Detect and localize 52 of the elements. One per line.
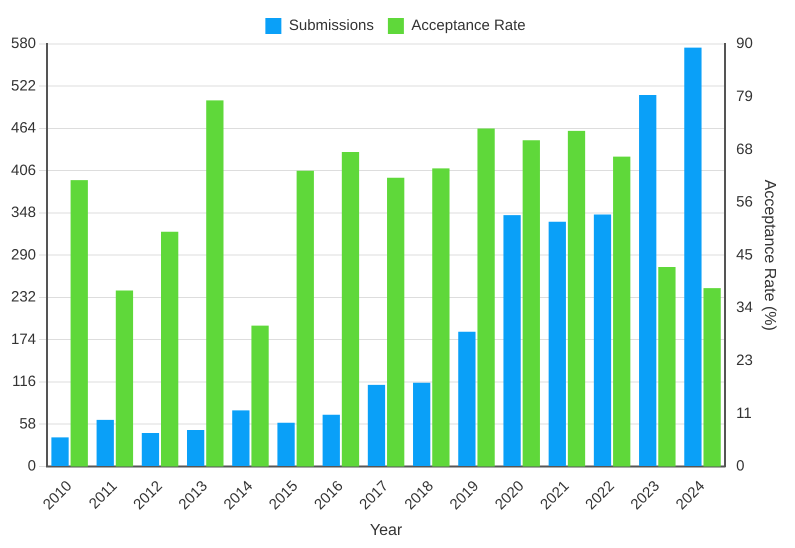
bar (206, 100, 224, 466)
bar (251, 326, 269, 466)
y-tick-label: 232 (10, 288, 36, 306)
y-tick-label: 0 (28, 458, 36, 475)
bar (594, 214, 612, 466)
y2-tick-label: 11 (736, 404, 752, 422)
y2-axis-title: Acceptance Rate (%) (760, 180, 778, 331)
bar (613, 156, 630, 466)
legend-label: Submissions (288, 17, 374, 34)
bar (658, 266, 676, 466)
y-tick-label: 116 (12, 373, 36, 390)
bar (51, 437, 69, 466)
bar (387, 178, 404, 466)
y2-tick-label: 23 (736, 352, 753, 369)
y2-tick-label: 68 (736, 140, 753, 158)
bar (322, 414, 340, 466)
bar (96, 420, 114, 466)
bar (186, 430, 204, 466)
y2-tick-label: 45 (736, 246, 753, 264)
bar (232, 410, 250, 466)
bar (368, 384, 386, 466)
bar (413, 382, 430, 466)
y-tick-label: 406 (10, 162, 36, 179)
y-tick-label: 290 (10, 246, 36, 264)
bar (116, 290, 134, 466)
bar (142, 432, 160, 466)
bar (477, 128, 495, 466)
bar (296, 170, 314, 466)
y-tick-label: 522 (10, 77, 36, 94)
y-tick-label: 348 (10, 204, 36, 222)
bar (548, 222, 566, 466)
y2-tick-label: 79 (736, 88, 753, 105)
bar (684, 48, 702, 466)
bar (639, 94, 656, 466)
legend-label: Acceptance Rate (411, 17, 526, 34)
x-axis-title: Year (370, 522, 403, 539)
y-tick-label: 464 (10, 120, 36, 137)
bar (522, 140, 540, 466)
bar (277, 422, 295, 466)
y2-tick-label: 34 (736, 299, 753, 316)
y-tick-label: 58 (19, 415, 36, 432)
y-tick-label: 580 (10, 35, 36, 52)
y2-tick-label: 0 (736, 458, 744, 475)
y2-tick-label: 56 (736, 194, 753, 211)
bar (161, 232, 178, 466)
bar (342, 152, 360, 466)
bar (568, 130, 586, 466)
y-tick-label: 174 (10, 330, 36, 348)
bar (70, 180, 88, 466)
bar (503, 215, 521, 466)
bar (432, 168, 450, 466)
y2-tick-label: 90 (736, 35, 753, 52)
